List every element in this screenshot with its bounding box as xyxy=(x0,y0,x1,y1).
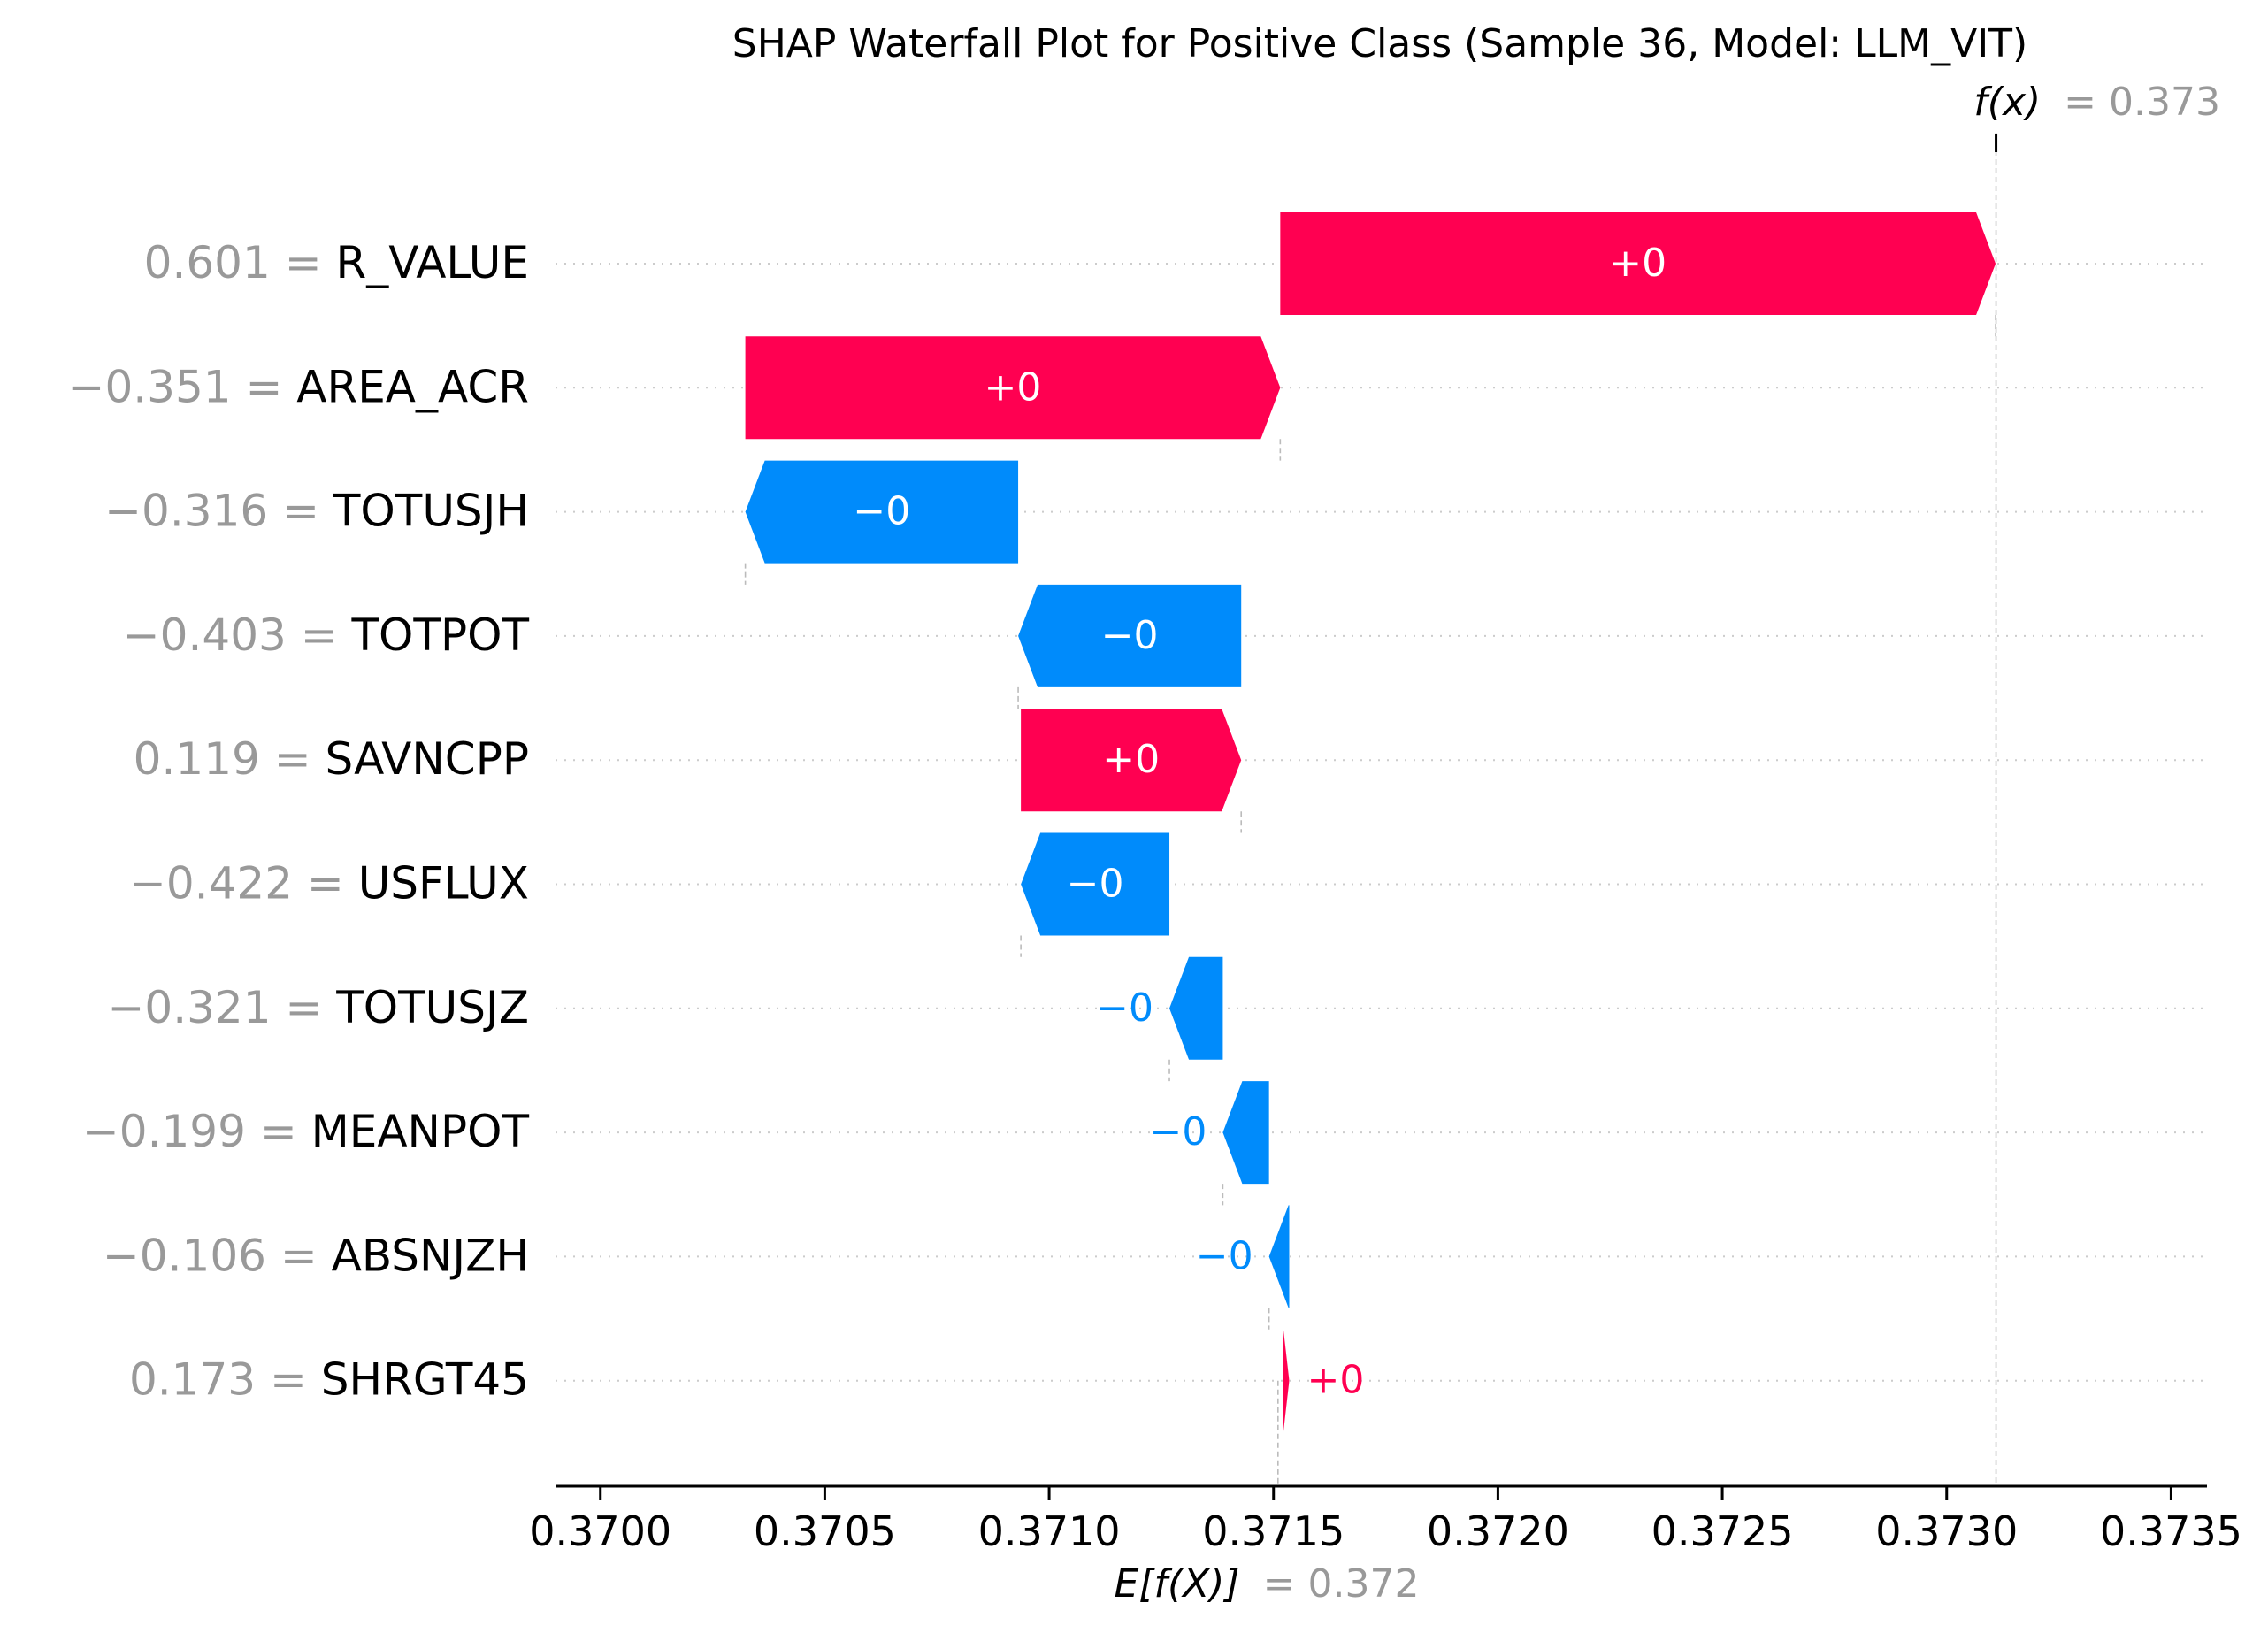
feature-name: TOTPOT xyxy=(351,609,530,660)
contribution-label: −0 xyxy=(1196,1233,1253,1278)
x-tick-label: 0.3710 xyxy=(978,1507,1121,1555)
feature-name: AREA_ACR xyxy=(296,361,529,412)
feature-value: −0.422 = xyxy=(129,857,358,909)
feature-label: −0.106 = ABSNJZH xyxy=(103,1230,529,1281)
feature-name: SHRGT45 xyxy=(321,1354,529,1405)
x-axis: 0.3700 0.3705 0.3710 0.3715 0.3720 0.3725 0.37… xyxy=(529,1484,2242,1555)
feature-label: −0.403 = TOTPOT xyxy=(123,609,530,660)
fx-value: = 0.373 xyxy=(2064,80,2220,125)
feature-label: −0.422 = USFLUX xyxy=(129,857,529,909)
x-tick-label: 0.3715 xyxy=(1202,1507,1345,1555)
feature-label: −0.199 = MEANPOT xyxy=(82,1106,530,1157)
fx-label: f(x) xyxy=(1973,80,2041,125)
feature-name: TOTUSJZ xyxy=(335,981,529,1032)
feature-value: −0.106 = xyxy=(103,1230,332,1281)
feature-label: −0.316 = TOTUSJH xyxy=(104,485,529,536)
bar-area-acr xyxy=(745,336,1281,440)
bar-totpot xyxy=(1018,584,1242,687)
feature-label: −0.351 = AREA_ACR xyxy=(68,361,529,412)
contribution-label: +0 xyxy=(1609,241,1667,286)
x-tick-label: 0.3735 xyxy=(2100,1507,2242,1555)
feature-value: −0.199 = xyxy=(82,1106,311,1157)
bar-usflux xyxy=(1021,832,1170,936)
feature-label: 0.173 = SHRGT45 xyxy=(129,1354,529,1405)
x-tick-label: 0.3720 xyxy=(1427,1507,1569,1555)
x-tick-label: 0.3725 xyxy=(1651,1507,1794,1555)
contribution-label: −0 xyxy=(1150,1109,1207,1154)
feature-label: −0.321 = TOTUSJZ xyxy=(108,981,530,1032)
feature-label: 0.119 = SAVNCPP xyxy=(134,733,529,785)
connector-lines xyxy=(744,133,1998,1486)
contribution-label: +0 xyxy=(1306,1358,1364,1403)
feature-value: 0.173 = xyxy=(129,1354,321,1405)
feature-name: TOTUSJH xyxy=(333,485,529,536)
bar-shrgt45 xyxy=(1283,1329,1290,1432)
bars: +0 +0 −0 −0 +0 −0 −0 −0 −0 +0 xyxy=(745,212,1996,1432)
feature-value: −0.351 = xyxy=(68,361,297,412)
feature-name: R_VALUE xyxy=(335,237,529,288)
feature-value: −0.321 = xyxy=(108,981,337,1032)
feature-value: −0.316 = xyxy=(104,485,333,536)
feature-value: −0.403 = xyxy=(123,609,352,660)
contribution-label: −0 xyxy=(853,489,910,534)
x-tick-label: 0.3730 xyxy=(1875,1507,2018,1555)
feature-value: 0.601 = xyxy=(144,237,336,288)
x-tick-label: 0.3705 xyxy=(754,1507,896,1555)
feature-labels: 0.601 = R_VALUE −0.351 = AREA_ACR −0.316 =… xyxy=(68,237,530,1406)
chart-title: SHAP Waterfall Plot for Positive Class (… xyxy=(732,21,2027,66)
contribution-label: −0 xyxy=(1101,613,1159,658)
bar-absnjzh xyxy=(1268,1205,1290,1308)
feature-name: USFLUX xyxy=(358,857,529,909)
contribution-label: +0 xyxy=(1102,737,1160,782)
bar-r-value xyxy=(1280,212,1996,315)
contribution-label: −0 xyxy=(1096,986,1153,1031)
bar-savncpp xyxy=(1021,709,1242,812)
fx-annotation: f(x) = 0.373 xyxy=(1973,80,2220,125)
feature-name: MEANPOT xyxy=(311,1106,530,1157)
efx-label: E[f(X)] xyxy=(1115,1561,1240,1607)
feature-label: 0.601 = R_VALUE xyxy=(144,237,529,288)
efx-value: = 0.372 xyxy=(1263,1561,1420,1607)
feature-name: ABSNJZH xyxy=(332,1230,529,1281)
bar-meanpot xyxy=(1222,1081,1269,1185)
feature-value: 0.119 = xyxy=(134,733,326,785)
bar-totusjh xyxy=(745,460,1019,564)
efx-annotation: E[f(X)] = 0.372 xyxy=(1115,1561,1420,1607)
bar-totusjz xyxy=(1169,956,1223,1060)
x-tick-label: 0.3700 xyxy=(529,1507,671,1555)
feature-name: SAVNCPP xyxy=(326,733,530,785)
contribution-label: +0 xyxy=(985,364,1042,410)
contribution-label: −0 xyxy=(1067,862,1124,907)
